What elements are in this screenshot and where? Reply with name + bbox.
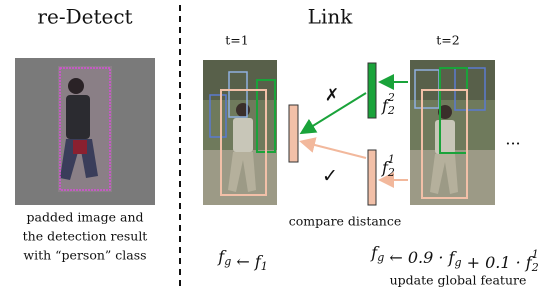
figure: re-Detect padded image and the detection… xyxy=(0,0,543,295)
section-title: re-Detect xyxy=(37,5,132,29)
feature-bar xyxy=(368,150,376,205)
global-feature xyxy=(289,105,298,162)
accept-mark: ✓ xyxy=(322,165,338,187)
caption-line: padded image and xyxy=(26,210,143,225)
math-sub: g xyxy=(454,256,461,269)
compare-label: compare distance xyxy=(289,214,402,229)
math-sub: 1 xyxy=(261,260,268,273)
math-sub: 2 xyxy=(387,166,395,179)
reject-mark: ✗ xyxy=(325,86,339,106)
math-text: ← xyxy=(231,252,255,271)
frame-label: t=1 xyxy=(225,33,248,48)
formula: fg ← f1 xyxy=(217,247,267,274)
math-text: + 0.1 · xyxy=(462,253,526,272)
math-sup: 2 xyxy=(387,91,395,104)
frame-image xyxy=(410,60,495,205)
arrow xyxy=(303,142,366,158)
frame-image xyxy=(203,60,277,205)
math-sup: 1 xyxy=(532,248,539,261)
caption-line: with “person” class xyxy=(23,248,146,263)
update-label: update global feature xyxy=(390,273,527,288)
caption-line: the detection result xyxy=(23,229,148,244)
math-sup: 1 xyxy=(388,153,395,166)
math-sub: 2 xyxy=(531,261,539,274)
math-sub: 2 xyxy=(387,104,395,117)
ellipsis: ... xyxy=(505,130,520,149)
math-text: ← 0.9 · xyxy=(384,248,448,267)
frame-label: t=2 xyxy=(436,33,459,48)
feature-bar xyxy=(368,63,376,118)
section-title: Link xyxy=(308,5,354,29)
math-sub: g xyxy=(224,255,231,268)
math-sub: g xyxy=(377,251,384,264)
